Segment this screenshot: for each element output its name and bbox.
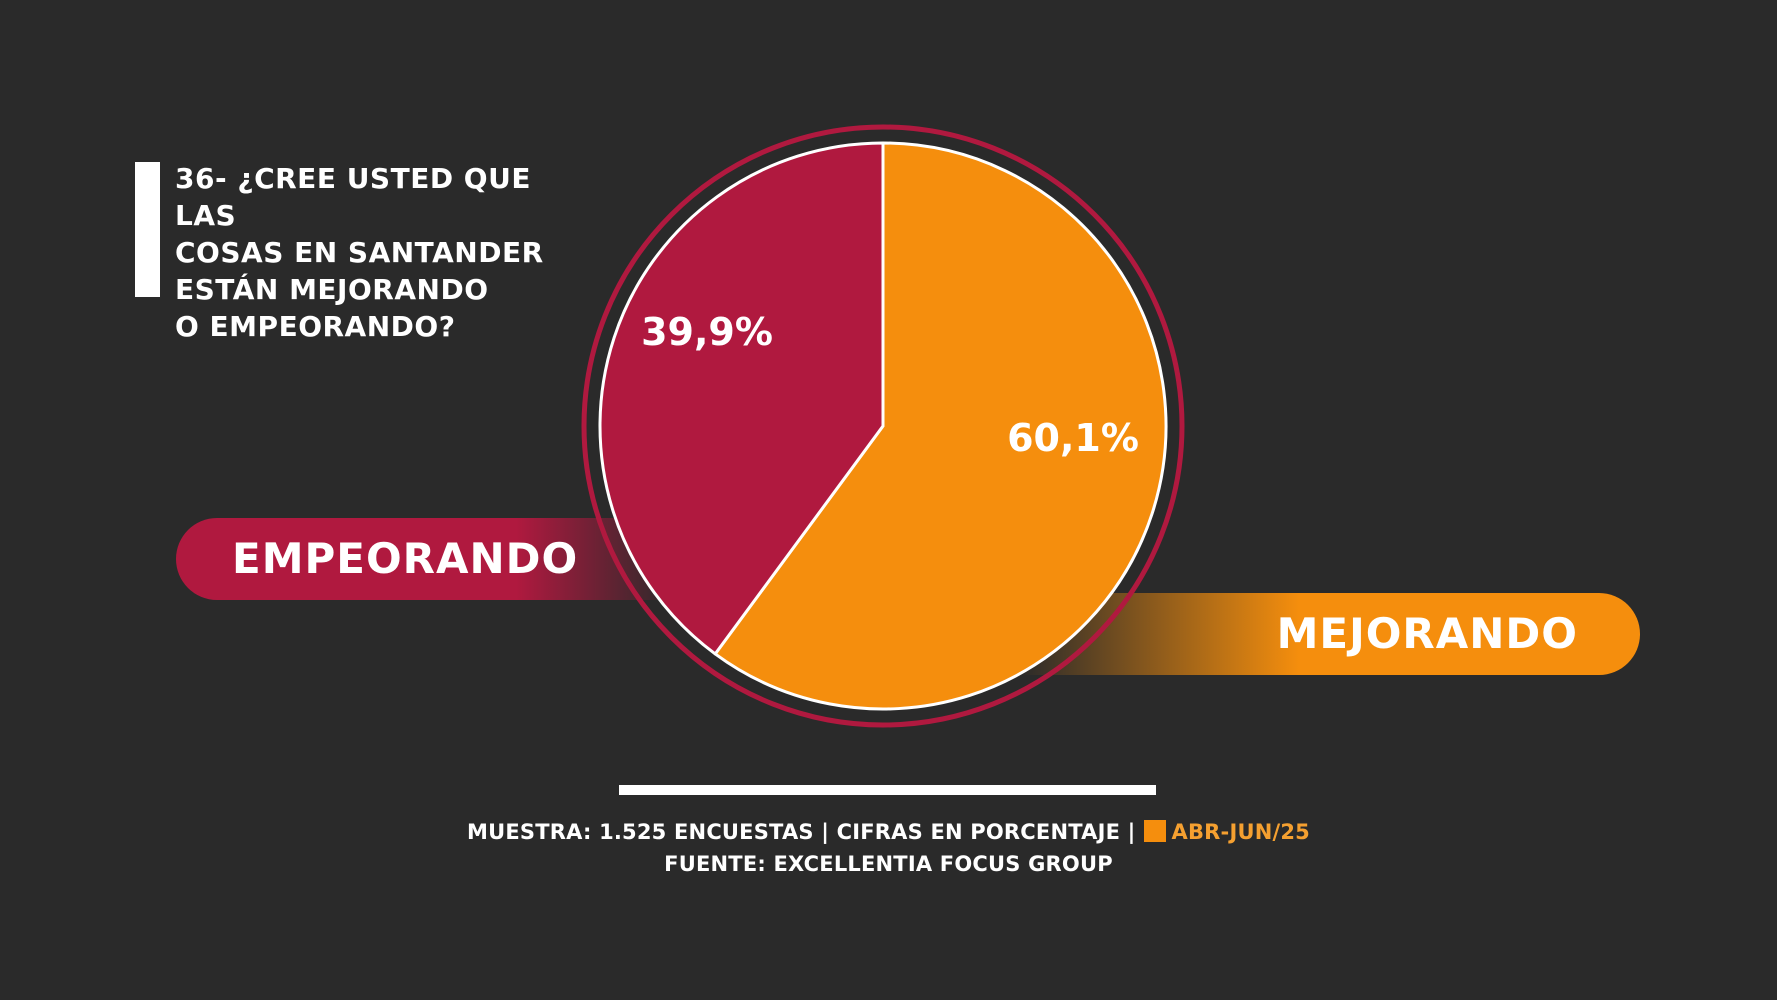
pie-outer-ring: [581, 124, 1185, 728]
footer-divider: [619, 785, 1156, 795]
pie-slices: [598, 141, 1168, 711]
footer-source: FUENTE: EXCELLENTIA FOCUS GROUP: [664, 852, 1113, 876]
slice-value-label-empeorando: 39,9%: [641, 310, 773, 354]
legend-label: ABR-JUN/25: [1171, 820, 1310, 844]
pie-slice-mejorando: [713, 141, 1168, 711]
label-pill-empeorando: EMPEORANDO: [176, 518, 676, 600]
legend-swatch: [1143, 820, 1166, 842]
label-empeorando: EMPEORANDO: [232, 534, 579, 583]
question-title: 36- ¿CREE USTED QUE LAS COSAS EN SANTAND…: [175, 162, 544, 343]
slice-value-label-mejorando: 60,1%: [1007, 416, 1139, 460]
label-mejorando: MEJORANDO: [1276, 609, 1578, 658]
pie-slice-empeorando: [598, 141, 885, 656]
footer-sample-text: MUESTRA: 1.525 ENCUESTAS | CIFRAS EN POR…: [467, 820, 1136, 844]
footer-sample-line: MUESTRA: 1.525 ENCUESTAS | CIFRAS EN POR…: [0, 820, 1777, 844]
question-accent-bar: [135, 162, 160, 297]
